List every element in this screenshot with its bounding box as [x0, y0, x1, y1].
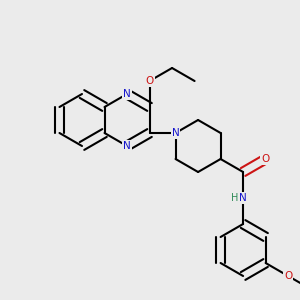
Text: O: O — [146, 76, 154, 86]
Text: H: H — [231, 193, 239, 203]
Text: N: N — [123, 141, 131, 151]
Text: N: N — [123, 89, 131, 99]
Text: O: O — [262, 154, 270, 164]
Text: N: N — [239, 193, 247, 203]
Text: N: N — [172, 128, 179, 138]
Text: O: O — [284, 271, 292, 281]
